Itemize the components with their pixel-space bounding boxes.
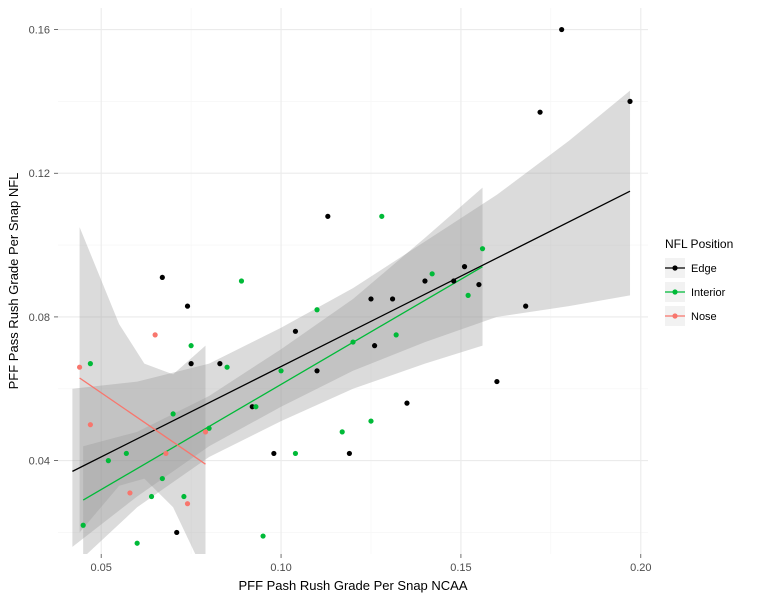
point-edge xyxy=(422,278,427,283)
point-nose xyxy=(127,490,132,495)
point-interior xyxy=(260,533,265,538)
point-edge xyxy=(293,329,298,334)
point-interior xyxy=(239,278,244,283)
legend-item-label: Edge xyxy=(691,263,717,275)
point-edge xyxy=(451,278,456,283)
y-tick-label: 0.12 xyxy=(29,168,50,180)
point-edge xyxy=(160,275,165,280)
point-edge xyxy=(325,214,330,219)
legend-key-point xyxy=(672,265,677,270)
x-tick-label: 0.20 xyxy=(630,562,651,574)
point-interior xyxy=(314,307,319,312)
point-interior xyxy=(350,339,355,344)
legend-title: NFL Position xyxy=(665,237,733,251)
point-edge xyxy=(537,110,542,115)
point-interior xyxy=(135,541,140,546)
point-interior xyxy=(466,293,471,298)
point-interior xyxy=(88,361,93,366)
point-interior xyxy=(430,271,435,276)
point-interior xyxy=(81,523,86,528)
point-edge xyxy=(174,530,179,535)
point-nose xyxy=(88,422,93,427)
point-nose xyxy=(203,429,208,434)
point-edge xyxy=(314,368,319,373)
legend-item-label: Nose xyxy=(691,311,717,323)
point-edge xyxy=(372,343,377,348)
point-edge xyxy=(476,282,481,287)
point-interior xyxy=(293,451,298,456)
point-edge xyxy=(404,401,409,406)
point-interior xyxy=(480,246,485,251)
point-edge xyxy=(368,296,373,301)
point-interior xyxy=(278,368,283,373)
point-edge xyxy=(390,296,395,301)
point-edge xyxy=(462,264,467,269)
y-tick-label: 0.08 xyxy=(29,312,50,324)
point-edge xyxy=(185,304,190,309)
point-interior xyxy=(368,418,373,423)
legend-key-point xyxy=(672,313,677,318)
x-tick-label: 0.05 xyxy=(90,562,111,574)
point-edge xyxy=(217,361,222,366)
point-interior xyxy=(160,476,165,481)
point-interior xyxy=(149,494,154,499)
point-interior xyxy=(189,343,194,348)
point-nose xyxy=(163,451,168,456)
point-interior xyxy=(394,332,399,337)
point-edge xyxy=(559,27,564,32)
point-nose xyxy=(185,501,190,506)
point-edge xyxy=(271,451,276,456)
point-interior xyxy=(124,451,129,456)
x-axis-label: PFF Pash Rush Grade Per Snap NCAA xyxy=(238,578,467,593)
point-edge xyxy=(347,451,352,456)
point-edge xyxy=(523,304,528,309)
point-interior xyxy=(379,214,384,219)
point-edge xyxy=(627,99,632,104)
point-interior xyxy=(253,404,258,409)
legend-key-point xyxy=(672,289,677,294)
point-nose xyxy=(77,365,82,370)
point-interior xyxy=(224,365,229,370)
legend-item-label: Interior xyxy=(691,287,726,299)
y-axis-label: PFF Pass Rush Grade Per Snap NFL xyxy=(6,173,21,390)
point-interior xyxy=(106,458,111,463)
point-nose xyxy=(153,332,158,337)
y-tick-label: 0.16 xyxy=(29,25,50,37)
point-interior xyxy=(340,429,345,434)
point-interior xyxy=(171,411,176,416)
point-edge xyxy=(189,361,194,366)
x-tick-label: 0.15 xyxy=(450,562,471,574)
point-interior xyxy=(181,494,186,499)
x-tick-label: 0.10 xyxy=(270,562,291,574)
y-tick-label: 0.04 xyxy=(29,456,50,468)
point-edge xyxy=(494,379,499,384)
